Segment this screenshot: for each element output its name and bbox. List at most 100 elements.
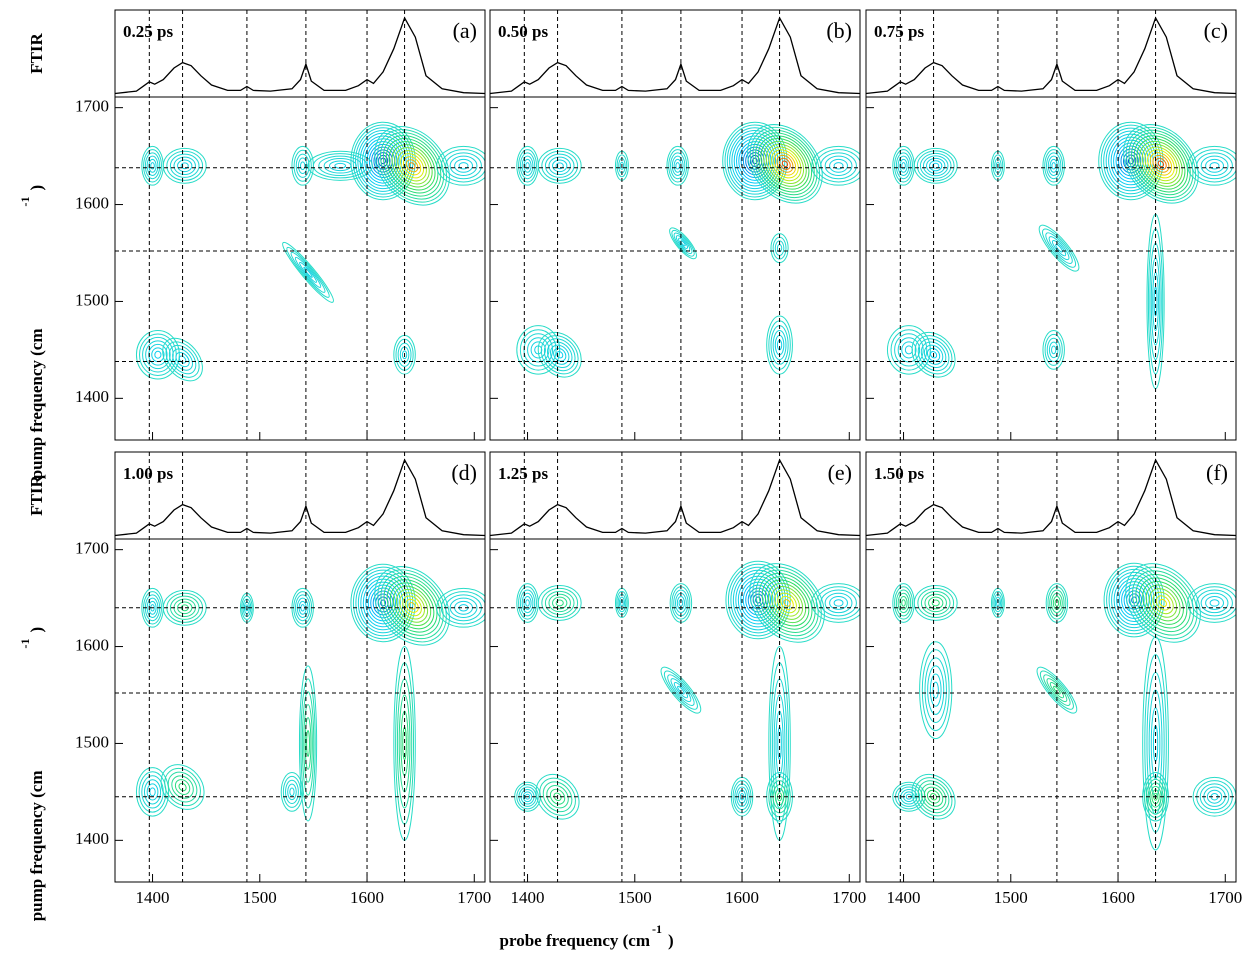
ftir-line bbox=[489, 458, 861, 537]
contour bbox=[927, 665, 945, 715]
contour bbox=[391, 144, 433, 188]
contour bbox=[765, 143, 805, 184]
contour bbox=[895, 152, 912, 180]
contour bbox=[555, 599, 564, 607]
contour bbox=[1108, 568, 1160, 632]
contour bbox=[1147, 149, 1175, 179]
contour bbox=[546, 341, 573, 368]
contour bbox=[357, 129, 409, 192]
contour bbox=[1199, 783, 1230, 811]
contour bbox=[1187, 145, 1236, 186]
x-tick-label: 1700 bbox=[457, 888, 491, 907]
contour bbox=[663, 670, 698, 710]
contour bbox=[1145, 584, 1181, 622]
contour bbox=[1200, 155, 1229, 176]
contour bbox=[527, 337, 550, 363]
contour bbox=[519, 152, 536, 180]
contour bbox=[555, 162, 564, 170]
contour bbox=[144, 152, 161, 180]
y-label-close: ) bbox=[27, 185, 46, 191]
contour bbox=[897, 592, 910, 614]
contour bbox=[383, 575, 441, 636]
contour bbox=[548, 156, 571, 176]
y-tick-label: 1700 bbox=[75, 97, 109, 116]
contour bbox=[388, 141, 436, 191]
contour bbox=[394, 147, 430, 185]
contour bbox=[392, 585, 432, 626]
contour bbox=[289, 787, 295, 797]
contours bbox=[886, 121, 1236, 390]
contour bbox=[897, 786, 921, 807]
x-axis-label: probe frequency (cm -1 ) bbox=[500, 922, 674, 950]
contour bbox=[678, 237, 689, 249]
contour bbox=[894, 333, 924, 367]
contour bbox=[177, 601, 193, 615]
contour bbox=[921, 649, 950, 732]
contour bbox=[725, 560, 791, 640]
contour bbox=[673, 232, 693, 255]
plot-frame bbox=[489, 96, 861, 441]
contour bbox=[543, 338, 576, 372]
contour bbox=[397, 342, 412, 367]
contour bbox=[301, 691, 315, 796]
contour bbox=[780, 595, 794, 610]
contour bbox=[917, 587, 955, 618]
contour bbox=[295, 153, 310, 178]
contour bbox=[1036, 666, 1078, 714]
x-tick-label: 1500 bbox=[618, 888, 652, 907]
panel: 1400 1500 1600 1700 1.50 ps (f) bbox=[865, 451, 1242, 907]
contour bbox=[929, 351, 938, 359]
contour bbox=[306, 730, 310, 757]
contour bbox=[539, 777, 576, 816]
contour bbox=[740, 578, 776, 622]
ftir-line bbox=[114, 16, 486, 95]
contour bbox=[165, 341, 200, 378]
contour bbox=[1205, 595, 1224, 610]
contour bbox=[164, 767, 201, 807]
contour bbox=[726, 127, 783, 195]
contour bbox=[1048, 341, 1059, 359]
contour bbox=[922, 155, 949, 177]
contour bbox=[541, 587, 579, 618]
x-tick-label: 1600 bbox=[725, 888, 759, 907]
contour bbox=[294, 256, 322, 288]
contour bbox=[516, 784, 539, 810]
contour bbox=[300, 678, 316, 809]
contour bbox=[1106, 565, 1163, 635]
plot-frame bbox=[114, 96, 486, 441]
contour bbox=[755, 596, 762, 604]
contour bbox=[374, 566, 450, 646]
contour bbox=[355, 127, 412, 195]
contour bbox=[143, 149, 162, 183]
y-label: pump frequency (cm bbox=[27, 329, 46, 480]
contour bbox=[811, 145, 860, 186]
contour bbox=[1127, 157, 1134, 165]
contour bbox=[1044, 149, 1064, 183]
contour bbox=[773, 152, 797, 176]
contour bbox=[776, 154, 794, 173]
contour bbox=[992, 154, 1004, 178]
contour bbox=[926, 157, 946, 174]
contour bbox=[923, 786, 944, 807]
ftir-line bbox=[865, 16, 1237, 95]
contour bbox=[670, 152, 686, 180]
contour bbox=[760, 138, 810, 190]
contour bbox=[151, 347, 165, 363]
contour bbox=[328, 160, 352, 172]
contour bbox=[901, 162, 906, 170]
contour bbox=[671, 155, 684, 176]
contour bbox=[440, 591, 485, 625]
contour bbox=[752, 129, 818, 199]
contour bbox=[901, 341, 917, 359]
contour bbox=[290, 251, 326, 293]
contour bbox=[548, 593, 571, 613]
contour bbox=[365, 581, 401, 625]
contours bbox=[516, 121, 860, 378]
contour bbox=[1039, 670, 1074, 710]
contour bbox=[1045, 232, 1073, 264]
contour bbox=[167, 771, 198, 803]
contour bbox=[824, 155, 853, 176]
contour bbox=[735, 572, 781, 628]
contour bbox=[142, 336, 174, 373]
plot-frame bbox=[865, 96, 1237, 441]
